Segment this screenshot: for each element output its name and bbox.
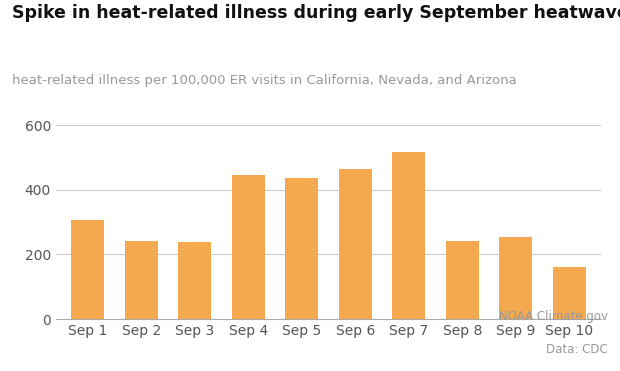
Bar [179,242,211,319]
Bar [285,178,319,319]
Text: Data: CDC: Data: CDC [546,343,608,356]
Bar [232,175,265,319]
Text: NOAA Climate.gov: NOAA Climate.gov [498,310,608,323]
Bar [392,152,425,319]
Bar [552,267,586,319]
Text: heat-related illness per 100,000 ER visits in California, Nevada, and Arizona: heat-related illness per 100,000 ER visi… [12,74,517,87]
Bar [499,237,533,319]
Bar [339,170,372,319]
Bar [71,220,105,319]
Bar [446,241,479,319]
Text: Spike in heat-related illness during early September heatwave in the Southwest: Spike in heat-related illness during ear… [12,4,620,22]
Bar [125,241,158,319]
